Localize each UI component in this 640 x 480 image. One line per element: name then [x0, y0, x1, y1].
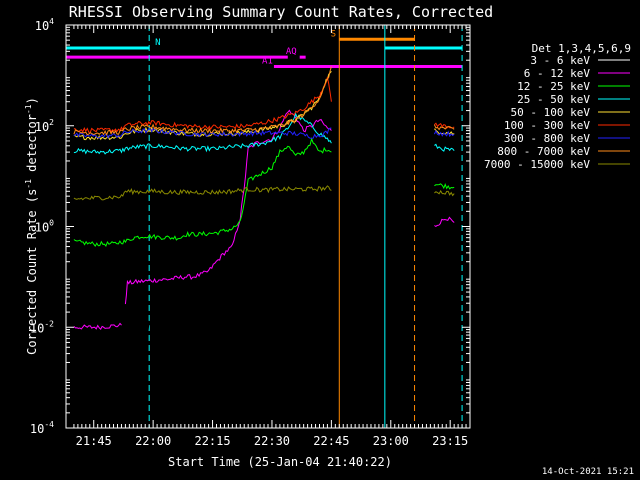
series-layer	[73, 66, 455, 371]
flag-label: N	[155, 38, 160, 48]
x-tick-label: 22:30	[254, 434, 290, 448]
flag-label: A1	[262, 57, 273, 67]
legend-entry-label: 25 - 50 keV	[517, 93, 590, 106]
legend-entry-label: 300 - 800 keV	[504, 132, 590, 145]
y-axis-label-main: Corrected Count Rate (s	[25, 189, 39, 355]
y-tick-label: 10-4	[30, 420, 54, 436]
series-line	[434, 216, 455, 227]
series-line	[125, 171, 332, 371]
legend-entry-label: 3 - 6 keV	[530, 54, 590, 67]
x-tick-label: 22:15	[194, 434, 230, 448]
legend-entry-label: 100 - 300 keV	[504, 119, 590, 132]
series-25-50-kev	[73, 112, 455, 155]
series-800-7000-kev	[73, 66, 455, 137]
x-tick-label: 23:15	[432, 434, 468, 448]
x-axis: 21:45 22:00 22:15 22:30 22:45 23:00 23:15	[73, 25, 468, 448]
y-axis-label-mid: detector	[25, 114, 39, 179]
series-line	[434, 189, 455, 197]
timestamp: 14-Oct-2021 15:21	[542, 467, 634, 477]
series-line	[433, 129, 455, 138]
y-axis-label-sup2: -1	[24, 104, 33, 114]
series-line	[73, 322, 122, 331]
legend-entry-label: 6 - 12 keV	[524, 67, 591, 80]
flag-label: AQ	[286, 47, 297, 57]
x-tick-label: 21:45	[76, 434, 112, 448]
legend-entry-label: 50 - 100 keV	[511, 106, 591, 119]
series-line	[434, 182, 455, 190]
y-axis-label-sup1: -1	[24, 179, 33, 189]
y-tick-label: 102	[35, 118, 54, 134]
y-tick-label: 100	[35, 219, 54, 235]
legend-entry-label: 800 - 7000 keV	[497, 145, 590, 158]
y-tick-label: 104	[35, 17, 54, 33]
y-tick-label: 10-2	[30, 319, 54, 335]
x-tick-label: 22:45	[313, 434, 349, 448]
series-line	[73, 77, 332, 133]
flag-label: S	[331, 29, 336, 39]
x-tick-label: 23:00	[373, 434, 409, 448]
x-axis-label: Start Time (25-Jan-04 21:40:22)	[168, 455, 392, 469]
x-tick-label: 22:00	[135, 434, 171, 448]
y-axis: 10-4 10-2 100 102 104	[30, 17, 470, 436]
series-line	[73, 112, 332, 155]
series-line	[73, 185, 332, 201]
series-12-25-kev	[73, 137, 455, 248]
flag-bars: N S AQ A1	[66, 29, 463, 69]
legend-entry-label: 7000 - 15000 keV	[484, 158, 590, 171]
chart-title: RHESSI Observing Summary Count Rates, Co…	[69, 3, 493, 21]
series-line	[73, 66, 332, 137]
series-7000-15000-kev	[73, 185, 455, 201]
series-line	[73, 137, 332, 248]
y-axis-label: Corrected Count Rate (s-1 detector-1)	[24, 97, 39, 355]
legend-title: Det 1,3,4,5,6,9	[532, 42, 631, 55]
series-line	[433, 124, 455, 131]
series-line	[434, 143, 455, 152]
series-3-6-kev	[125, 171, 332, 371]
legend-entry-label: 12 - 25 keV	[517, 80, 590, 93]
y-axis-label-end: )	[25, 97, 39, 104]
